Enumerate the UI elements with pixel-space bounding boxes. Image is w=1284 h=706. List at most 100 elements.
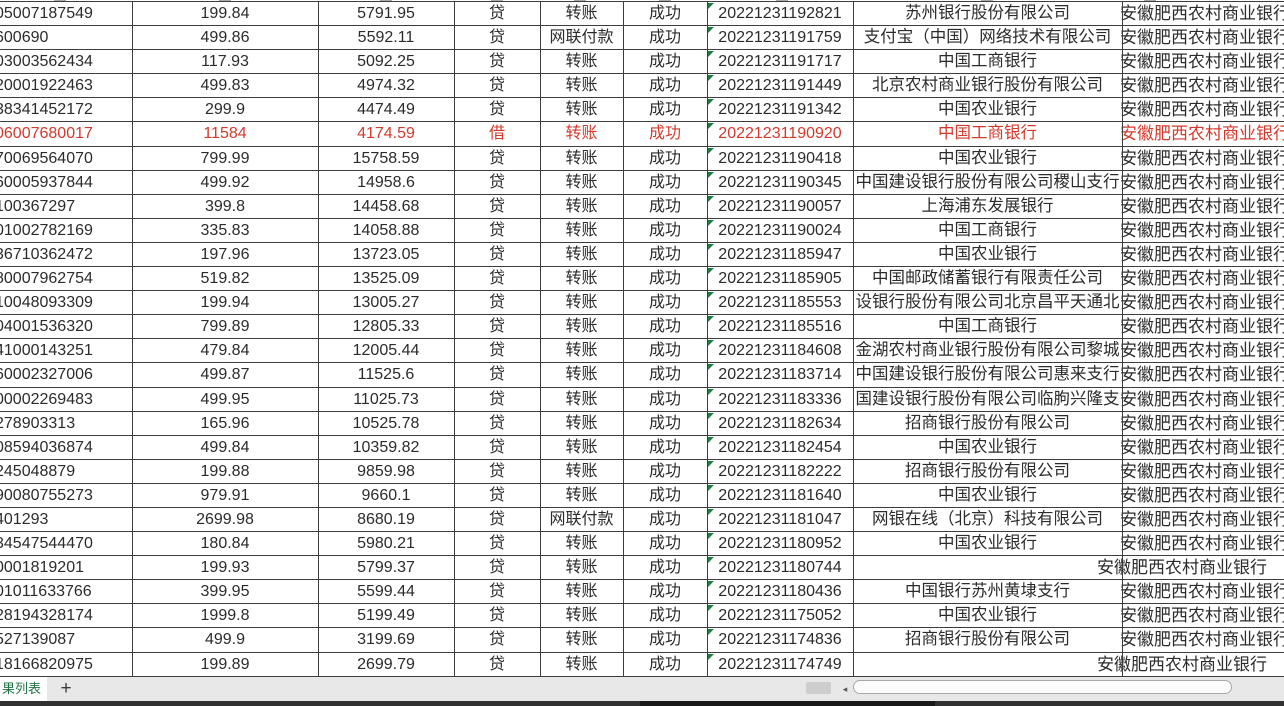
cell-bank-name[interactable]: 中国建设银行股份有限公司惠来支行	[855, 365, 1120, 384]
cell-direction[interactable]: 贷	[488, 149, 505, 167]
cell-bank-name[interactable]: 中国农业银行	[938, 244, 1037, 263]
cell-direction[interactable]: 贷	[488, 366, 505, 384]
cell-amount[interactable]: 499.84	[200, 438, 250, 456]
cell-status[interactable]: 成功	[648, 655, 681, 673]
cell-account[interactable]: 401293	[0, 510, 49, 528]
cell-balance[interactable]: 14058.88	[352, 221, 420, 239]
cell-type[interactable]: 转账	[565, 631, 598, 649]
cell-account[interactable]: 527139087	[0, 631, 76, 649]
cell-balance[interactable]: 12805.33	[352, 318, 420, 336]
cell-type[interactable]: 转账	[565, 462, 598, 480]
cell-amount[interactable]: 499.92	[200, 173, 250, 191]
cell-bank-name[interactable]: 支付宝（中国）网络技术有限公司	[863, 28, 1112, 47]
cell-bank-name[interactable]: 中国农业银行	[938, 100, 1037, 119]
cell-bank-name[interactable]: 设银行股份有限公司北京昌平天通北	[855, 293, 1120, 312]
cell-timestamp[interactable]: 20221231190024	[718, 221, 842, 239]
cell-status[interactable]: 成功	[648, 366, 681, 384]
cell-account[interactable]: 38341452172	[0, 101, 93, 119]
cell-account[interactable]: 0001819201	[0, 559, 84, 577]
cell-payer-bank[interactable]: 安徽肥西农村商业银行	[1120, 100, 1284, 120]
cell-direction[interactable]: 贷	[488, 390, 505, 408]
cell-account[interactable]: 90080755273	[0, 486, 93, 504]
cell-direction[interactable]: 贷	[488, 559, 505, 577]
cell-timestamp[interactable]: 20221231182454	[718, 438, 842, 456]
cell-timestamp[interactable]: 20221231180744	[718, 559, 842, 577]
cell-payer-bank[interactable]: 安徽肥西农村商业银行	[1120, 269, 1284, 289]
cell-payer-bank[interactable]: 安徽肥西农村商业银行	[1120, 124, 1284, 144]
cell-account[interactable]: 00002269483	[0, 390, 93, 408]
cell-payer-bank[interactable]: 安徽肥西农村商业银行	[1120, 148, 1284, 168]
cell-status[interactable]: 成功	[648, 101, 681, 119]
cell-balance[interactable]: 5980.21	[357, 535, 415, 553]
cell-direction[interactable]: 贷	[488, 342, 505, 360]
cell-amount[interactable]: 519.82	[200, 270, 250, 288]
cell-account[interactable]: 06007680017	[0, 125, 93, 143]
cell-timestamp[interactable]: 20221231190345	[718, 173, 842, 191]
cell-amount[interactable]: 1999.8	[200, 607, 250, 625]
cell-bank-name[interactable]: 上海浦东发展银行	[921, 196, 1054, 215]
cell-account[interactable]: 41000143251	[0, 342, 93, 360]
cell-account[interactable]: 60005937844	[0, 173, 93, 191]
cell-account[interactable]: 70069564070	[0, 149, 93, 167]
cell-balance[interactable]: 2699.79	[357, 655, 415, 673]
cell-type[interactable]: 转账	[565, 438, 598, 456]
cell-type[interactable]: 转账	[565, 535, 598, 553]
cell-timestamp[interactable]: 20221231190920	[718, 125, 842, 143]
cell-direction[interactable]: 贷	[488, 510, 505, 528]
cell-balance[interactable]: 5791.95	[357, 5, 415, 22]
cell-timestamp[interactable]: 20221231190418	[718, 149, 842, 167]
cell-status[interactable]: 成功	[648, 486, 681, 504]
cell-type[interactable]: 转账	[565, 197, 598, 215]
cell-balance[interactable]: 5799.37	[357, 559, 415, 577]
cell-payer-bank[interactable]: 安徽肥西农村商业银行	[1120, 582, 1284, 602]
cell-account[interactable]: 28194328174	[0, 607, 93, 625]
cell-direction[interactable]: 贷	[488, 631, 505, 649]
cell-type[interactable]: 转账	[565, 390, 598, 408]
cell-status[interactable]: 成功	[648, 607, 681, 625]
cell-timestamp[interactable]: 20221231174749	[718, 655, 842, 673]
cell-status[interactable]: 成功	[648, 414, 681, 432]
cell-account[interactable]: 600690	[0, 29, 49, 47]
cell-type[interactable]: 转账	[565, 294, 598, 312]
cell-bank-name[interactable]: 招商银行股份有限公司	[905, 630, 1070, 649]
cell-status[interactable]: 成功	[648, 197, 681, 215]
cell-amount[interactable]: 199.88	[200, 462, 250, 480]
cell-direction[interactable]: 贷	[488, 583, 505, 601]
cell-account[interactable]: 60002327006	[0, 366, 93, 384]
cell-payer-bank[interactable]: 安徽肥西农村商业银行	[1120, 509, 1284, 529]
cell-direction[interactable]: 贷	[488, 77, 505, 95]
cell-status[interactable]: 成功	[648, 535, 681, 553]
cell-payer-bank[interactable]: 安徽肥西农村商业银行	[1120, 365, 1284, 385]
cell-payer-bank[interactable]: 安徽肥西农村商业银行	[1120, 461, 1284, 481]
cell-direction[interactable]: 贷	[488, 101, 505, 119]
cell-amount[interactable]: 2699.98	[196, 510, 254, 528]
cell-bank-name[interactable]: 中国农业银行	[938, 606, 1037, 625]
cell-direction[interactable]: 贷	[488, 655, 505, 673]
cell-timestamp[interactable]: 20221231182222	[718, 462, 842, 480]
cell-timestamp[interactable]: 20221231185905	[718, 270, 842, 288]
cell-balance[interactable]: 11025.73	[353, 390, 419, 408]
cell-bank-name[interactable]: 招商银行股份有限公司	[905, 461, 1070, 480]
cell-payer-bank[interactable]: 安徽肥西农村商业银行	[1120, 4, 1284, 23]
cell-direction[interactable]: 贷	[488, 29, 505, 47]
cell-account[interactable]: 05007187549	[0, 5, 93, 22]
cell-bank-name[interactable]: 中国建设银行股份有限公司稷山支行	[855, 172, 1120, 191]
cell-bank-name[interactable]	[853, 556, 1122, 579]
cell-type[interactable]: 转账	[565, 245, 598, 263]
cell-direction[interactable]: 贷	[488, 245, 505, 263]
cell-payer-bank[interactable]: 安徽肥西农村商业银行	[1120, 76, 1284, 96]
cell-payer-bank[interactable]: 安徽肥西农村商业银行	[1120, 28, 1284, 48]
cell-balance[interactable]: 13723.05	[352, 245, 420, 263]
cell-timestamp[interactable]: 20221231175052	[718, 607, 842, 625]
cell-status[interactable]: 成功	[648, 583, 681, 601]
cell-bank-name[interactable]: 中国农业银行	[938, 534, 1037, 553]
cell-status[interactable]: 成功	[648, 29, 681, 47]
cell-status[interactable]: 成功	[648, 510, 681, 528]
cell-balance[interactable]: 12005.44	[352, 342, 420, 360]
cell-direction[interactable]: 贷	[488, 197, 505, 215]
cell-payer-bank[interactable]: 安徽肥西农村商业银行	[1120, 293, 1284, 313]
cell-status[interactable]: 成功	[648, 318, 681, 336]
cell-account[interactable]: 20001922463	[0, 77, 93, 95]
cell-payer-bank[interactable]: 安徽肥西农村商业银行	[1120, 606, 1284, 626]
cell-account[interactable]: 245048879	[0, 462, 76, 480]
